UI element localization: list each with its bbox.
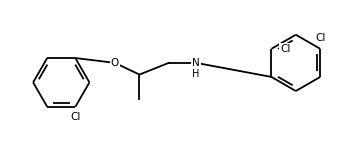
Text: Cl: Cl [315,33,325,43]
Text: Cl: Cl [70,112,81,122]
Text: N: N [192,58,200,68]
Text: O: O [111,58,119,68]
Text: Cl: Cl [280,44,290,54]
Text: H: H [192,69,200,79]
